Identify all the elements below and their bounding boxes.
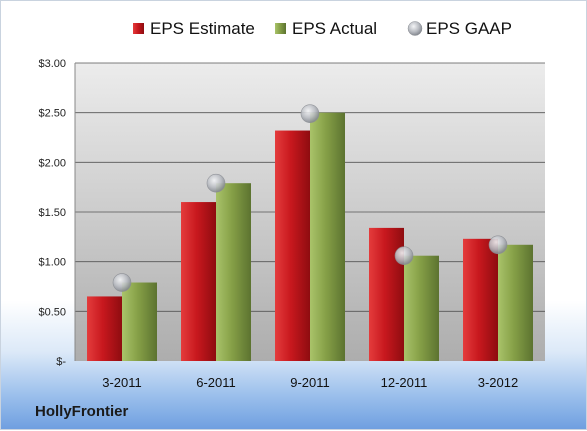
company-name: HollyFrontier [35, 403, 129, 420]
legend-item: EPS GAAP [407, 19, 512, 38]
y-tick-label: $1.50 [38, 207, 66, 219]
bar-eps-estimate [87, 296, 122, 361]
legend-item: EPS Actual [275, 19, 377, 38]
legend-marker [407, 21, 423, 36]
y-tick-label: $2.50 [38, 108, 66, 120]
legend-swatch [133, 23, 144, 34]
gaap-marker [206, 173, 226, 193]
bar-eps-estimate [275, 130, 310, 361]
bar-eps-actual [216, 183, 251, 361]
gaap-marker [112, 273, 132, 292]
bar-eps-estimate [463, 238, 498, 361]
bar-eps-estimate [181, 202, 216, 361]
y-tick-label: $3.00 [38, 58, 66, 70]
y-tick-label: $0.50 [38, 306, 66, 318]
gaap-marker [394, 246, 414, 266]
bar-eps-estimate [369, 227, 404, 361]
y-tick-label: $2.00 [38, 157, 66, 169]
gaap-markers [112, 104, 508, 292]
legend: EPS Estimate EPS Actual EPS GAAP [133, 19, 512, 38]
bar-eps-actual [404, 255, 439, 361]
legend-swatch [275, 23, 286, 34]
x-tick-label: 3-2012 [478, 375, 518, 390]
y-tick-label: $- [56, 356, 66, 368]
legend-label: EPS GAAP [426, 19, 512, 38]
x-tick-label: 3-2011 [102, 375, 142, 390]
bar-eps-actual [310, 112, 345, 362]
y-axis: $- $0.50 $1.00 $1.50 $2.00 $2.50 $3.00 [38, 58, 76, 368]
y-tick-label: $1.00 [38, 257, 66, 269]
x-tick-label: 6-2011 [196, 375, 236, 390]
gaap-marker [300, 104, 320, 123]
gaap-marker [488, 235, 508, 255]
bars [87, 112, 533, 362]
x-axis: 3-2011 6-2011 9-2011 12-2011 3-2012 [102, 375, 518, 390]
bar-eps-actual [122, 282, 157, 361]
x-tick-label: 9-2011 [290, 375, 330, 390]
legend-label: EPS Estimate [150, 19, 255, 38]
legend-label: EPS Actual [292, 19, 377, 38]
bar-eps-actual [498, 244, 533, 361]
legend-item: EPS Estimate [133, 19, 255, 38]
x-tick-label: 12-2011 [381, 375, 428, 390]
